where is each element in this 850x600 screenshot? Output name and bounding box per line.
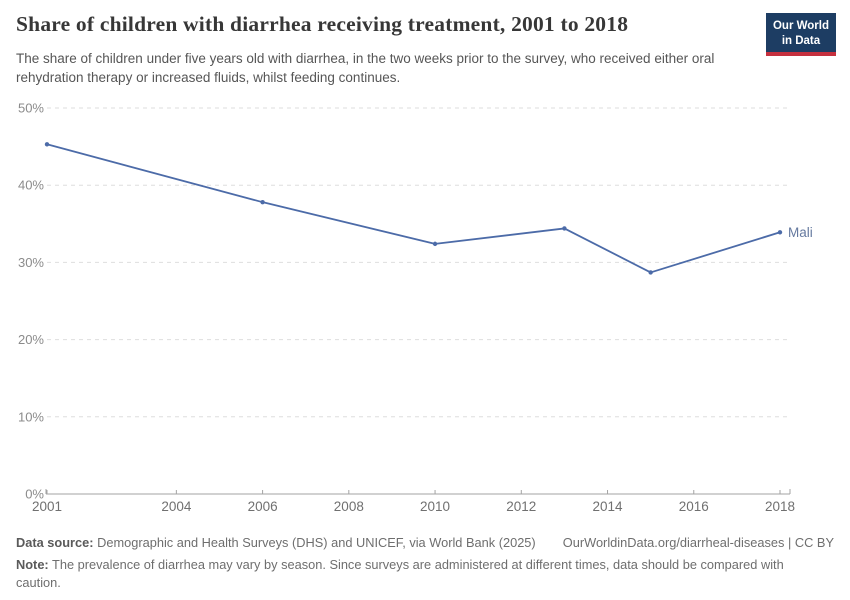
y-tick-label: 20%: [18, 332, 44, 347]
note-text: The prevalence of diarrhea may vary by s…: [16, 556, 784, 591]
y-tick-labels: 0% 10% 20% 30% 40% 50%: [18, 101, 44, 502]
y-tick-label: 40%: [18, 178, 44, 193]
chart-footer: Data source: Demographic and Health Surv…: [16, 534, 834, 593]
owid-logo-line1: Our World: [772, 20, 829, 32]
x-tick-label: 2010: [420, 499, 450, 514]
series-line[interactable]: [46, 143, 781, 274]
note-label: Note:: [16, 556, 49, 572]
attribution-link[interactable]: OurWorldinData.org/diarrheal-diseases | …: [562, 535, 834, 550]
data-point[interactable]: [777, 230, 783, 235]
owid-logo[interactable]: Our World in Data: [765, 13, 836, 56]
data-point[interactable]: [260, 199, 265, 205]
y-tick-label: 0%: [25, 487, 44, 502]
data-line[interactable]: [46, 143, 781, 274]
data-source-line: Data source: Demographic and Health Surv…: [16, 534, 536, 553]
y-tick-label: 10%: [18, 409, 44, 424]
page-title: Share of children with diarrhea receivin…: [16, 12, 629, 36]
data-points[interactable]: [44, 142, 783, 275]
x-tick-label: 2014: [593, 499, 624, 514]
data-point[interactable]: [44, 142, 50, 147]
note-line: Note: The prevalence of diarrhea may var…: [16, 556, 796, 593]
data-point[interactable]: [562, 226, 567, 231]
data-source-label: Data source:: [16, 535, 94, 550]
y-tick-label: 50%: [18, 101, 44, 116]
x-tick-label: 2012: [506, 499, 536, 514]
data-point[interactable]: [432, 241, 438, 247]
series-label[interactable]: Mali: [788, 225, 813, 240]
x-tick-label: 2016: [679, 499, 709, 514]
x-axis: 2001 2004 2006 2008 2010 2012 2014 2016 2018: [32, 489, 795, 514]
owid-logo-line2: in Data: [781, 34, 821, 47]
x-tick-label: 2001: [32, 499, 62, 514]
x-tick-label: 2006: [248, 499, 278, 514]
chart-subtitle: The share of children under five years o…: [16, 51, 715, 86]
y-tick-label: 30%: [18, 255, 44, 270]
x-tick-label: 2008: [334, 499, 364, 514]
series-end-label[interactable]: Mali: [788, 225, 813, 240]
y-gridlines: [46, 107, 790, 495]
x-tick-label: 2004: [161, 499, 192, 514]
data-source-text: Demographic and Health Surveys (DHS) and…: [97, 535, 536, 550]
data-point[interactable]: [648, 270, 653, 275]
x-tick-label: 2018: [765, 499, 795, 514]
